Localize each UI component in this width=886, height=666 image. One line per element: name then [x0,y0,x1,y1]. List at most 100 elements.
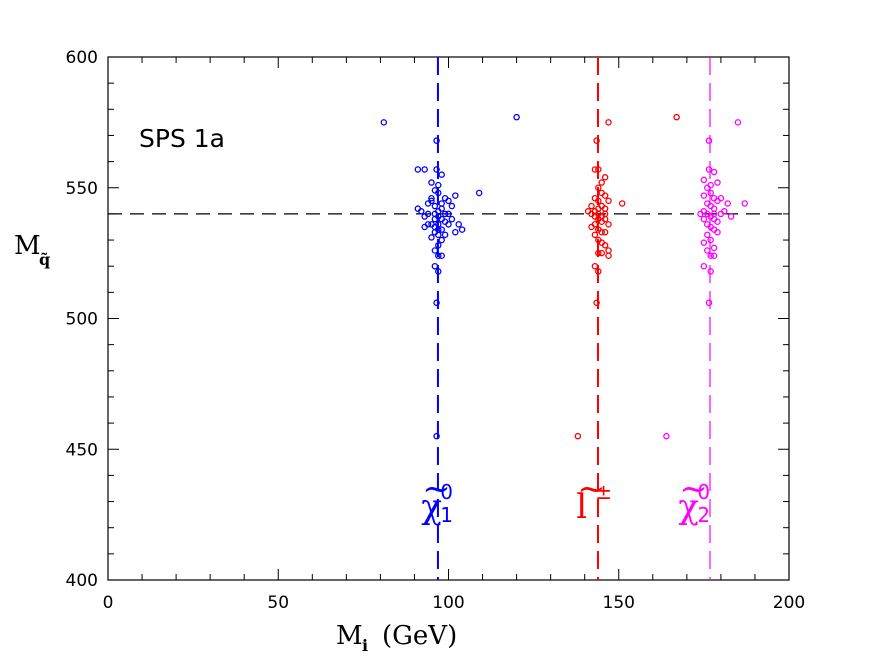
data-point [588,202,595,210]
data-point [438,171,445,178]
data-point [700,192,708,199]
x-axis-label-sub: i [362,636,368,655]
data-point [574,432,582,440]
series-label: χ~01 [421,469,453,527]
data-point [705,166,713,173]
data-point [584,208,592,215]
data-point [438,226,445,233]
series-label-symbol: l [576,487,587,527]
data-point [707,189,714,197]
data-point [448,215,456,223]
reference-lines [108,57,789,580]
series-label-symbol: χ [421,487,442,527]
data-point [707,252,714,259]
series-label: χ~02 [678,469,710,527]
x-tick-label: 100 [432,593,464,613]
data-point [595,197,602,205]
data-point [605,119,612,126]
series-label-superscript: ± [595,480,612,504]
data-point [445,221,452,228]
data-point [707,236,714,244]
x-axis-label-main: M [336,621,363,651]
data-point [727,213,735,220]
data-point [588,223,595,231]
data-point [605,197,612,205]
data-point [435,231,442,239]
data-point [704,247,711,254]
x-tick-label: 50 [267,593,289,613]
data-point [595,249,602,257]
y-tick-label: 600 [66,48,98,68]
data-point [601,242,609,249]
data-point [724,200,731,207]
series-label-tilde: ~ [577,469,606,509]
data-point [433,432,440,440]
series-label-subscript: 2 [697,503,710,527]
data-point [414,166,422,173]
data-point [513,113,520,121]
data-point [431,247,439,254]
x-tick-label: 200 [773,593,805,613]
data-point [414,205,422,212]
data-point [598,179,605,186]
data-point [380,119,388,126]
data-point [455,221,462,228]
data-point [448,202,456,210]
series-labels: χ~01 l~± χ~02 [421,469,710,527]
series-label-symbol: χ [678,487,699,527]
data-point [435,252,442,259]
data-point [673,113,680,121]
data-point [601,228,609,236]
x-tick-label: 150 [603,593,635,613]
data-point [717,194,725,202]
data-point [435,221,442,228]
y-tick-label: 550 [66,179,98,199]
data-point [598,228,605,236]
data-point [700,176,708,184]
data-point [591,166,599,173]
data-point [424,200,432,207]
data-point [595,268,602,275]
series-group [574,113,680,440]
panel-annotation: SPS 1a [139,124,225,153]
axis-ticks [107,56,790,581]
series-group [663,119,748,440]
y-tick-label: 400 [66,571,98,591]
data-point [705,137,713,144]
series-label: l~± [576,469,612,527]
data-points [380,113,748,440]
data-point [598,249,605,257]
series-group [380,113,520,440]
data-point [618,200,626,207]
y-axis-label-main: M [14,231,41,261]
data-point [605,247,612,254]
data-point [700,239,708,246]
data-point [452,228,459,236]
data-point [452,192,459,199]
data-point [734,119,742,126]
data-point [714,228,721,236]
data-point [710,252,718,259]
data-point [601,174,609,181]
data-point [593,137,600,144]
data-point [441,210,449,218]
data-point [710,168,718,176]
data-point [663,432,670,440]
data-point [428,179,435,186]
data-point [714,218,721,225]
series-label-subscript: 1 [440,503,453,527]
data-point [441,231,449,239]
y-tick-label: 450 [66,440,98,460]
data-point [595,166,602,173]
series-label-superscript: 0 [697,480,710,504]
data-point [421,213,428,220]
data-point [705,299,713,307]
data-point [433,299,440,307]
data-point [431,262,439,270]
x-axis-label-unit: (GeV) [382,621,457,651]
data-point [697,210,704,218]
data-point [593,299,600,307]
data-point [428,194,435,202]
series-label-superscript: 0 [440,480,453,504]
series-label-tilde: ~ [679,469,708,509]
